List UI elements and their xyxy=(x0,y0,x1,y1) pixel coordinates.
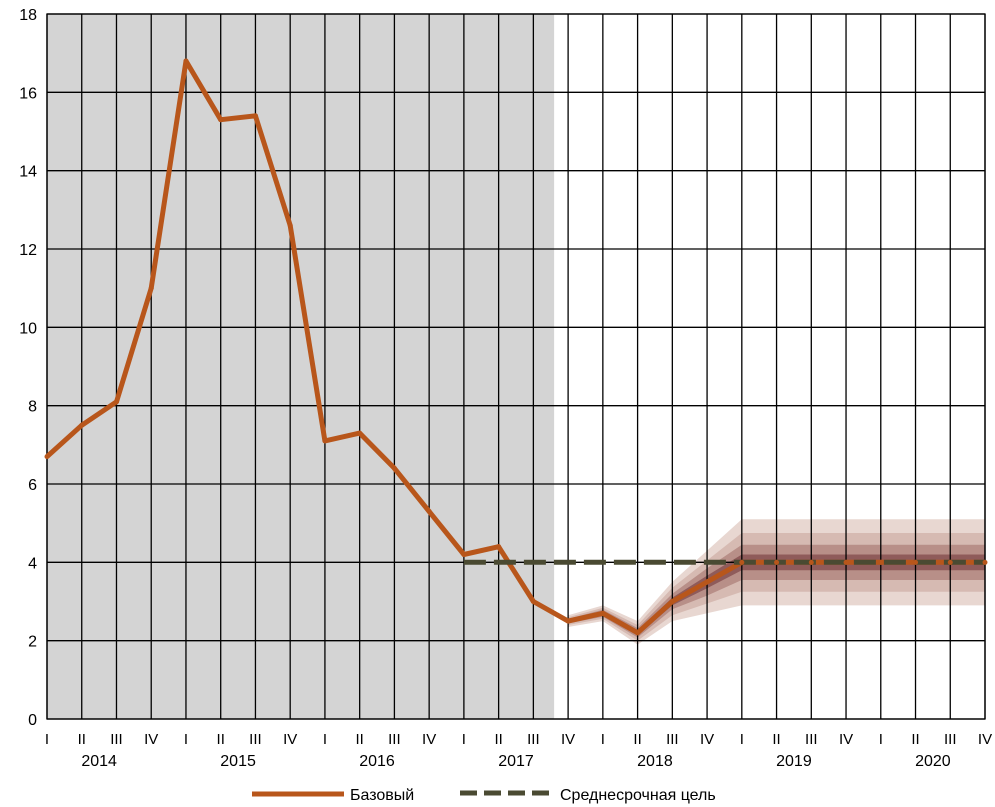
x-tick-quarter-label: II xyxy=(78,731,86,748)
x-tick-quarter-label: I xyxy=(323,731,327,748)
x-tick-year-label: 2015 xyxy=(220,753,256,770)
x-tick-quarter-label: IV xyxy=(700,731,714,748)
data-point-base xyxy=(982,559,988,565)
y-tick-label: 4 xyxy=(28,555,37,572)
y-axis: 0 2 4 6 8 10 12 14 16 18 xyxy=(19,7,37,729)
y-tick-label: 14 xyxy=(19,164,37,181)
data-point-base xyxy=(808,559,814,565)
plot-border xyxy=(46,13,986,720)
data-point-base xyxy=(113,399,119,405)
x-axis: I II III IV I II III IV I II III IV I II III IV I II III IV… xyxy=(45,731,992,770)
x-tick-quarter-label: IV xyxy=(978,731,992,748)
legend: Базовый Среднесрочная цель xyxy=(252,787,716,804)
x-tick-quarter-label: III xyxy=(527,731,540,748)
x-tick-year-label: 2020 xyxy=(915,753,951,770)
data-point-base xyxy=(704,579,710,585)
x-tick-quarter-label: I xyxy=(601,731,605,748)
y-tick-label: 12 xyxy=(19,242,37,259)
x-tick-quarter-label: III xyxy=(110,731,123,748)
x-tick-quarter-label: III xyxy=(944,731,957,748)
legend-label-base: Базовый xyxy=(350,787,414,804)
y-tick-label: 2 xyxy=(28,634,37,651)
data-point-base xyxy=(739,559,745,565)
data-point-base xyxy=(878,559,884,565)
y-tick-label: 16 xyxy=(19,85,37,102)
y-tick-label: 10 xyxy=(19,320,37,337)
data-point-base xyxy=(252,113,258,119)
x-tick-year-label: 2018 xyxy=(637,753,673,770)
x-tick-quarter-label: IV xyxy=(839,731,853,748)
data-point-base xyxy=(913,559,919,565)
data-point-base xyxy=(461,552,467,557)
y-tick-label: 8 xyxy=(28,399,37,416)
data-point-base xyxy=(148,285,154,291)
data-point-base xyxy=(600,610,606,616)
data-point-base xyxy=(79,422,85,428)
x-tick-quarter-label: III xyxy=(805,731,818,748)
y-tick-label: 6 xyxy=(28,477,37,494)
data-point-base xyxy=(669,599,675,604)
history-shaded-region xyxy=(47,14,555,719)
data-point-base xyxy=(287,223,293,228)
y-tick-label: 0 xyxy=(28,712,37,729)
data-point-base xyxy=(322,438,328,444)
x-tick-quarter-label: III xyxy=(249,731,262,748)
data-point-base xyxy=(357,430,363,436)
x-tick-quarter-label: II xyxy=(217,731,225,748)
x-tick-quarter-label: II xyxy=(494,731,502,748)
x-tick-quarter-label: III xyxy=(388,731,401,748)
data-point-base xyxy=(947,559,953,565)
x-tick-quarter-label: III xyxy=(666,731,679,748)
x-tick-quarter-label: II xyxy=(633,731,641,748)
x-tick-quarter-label: IV xyxy=(422,731,436,748)
x-tick-quarter-label: II xyxy=(772,731,780,748)
data-point-base xyxy=(496,544,502,550)
x-tick-year-label: 2014 xyxy=(81,753,117,770)
data-point-base xyxy=(44,454,50,460)
x-tick-year-label: 2016 xyxy=(359,753,395,770)
data-point-base xyxy=(183,58,189,64)
x-tick-quarter-label: I xyxy=(879,731,883,748)
history-shading-layer xyxy=(47,14,555,719)
x-tick-quarter-label: IV xyxy=(561,731,575,748)
data-point-base xyxy=(565,618,571,624)
x-tick-year-label: 2017 xyxy=(498,753,534,770)
x-tick-quarter-label: II xyxy=(911,731,919,748)
data-point-base xyxy=(774,559,780,565)
y-tick-label: 18 xyxy=(19,7,37,24)
data-point-base xyxy=(530,599,536,604)
x-tick-quarter-label: I xyxy=(740,731,744,748)
data-point-base xyxy=(843,559,849,565)
x-tick-quarter-label: II xyxy=(355,731,363,748)
x-tick-quarter-label: IV xyxy=(144,731,158,748)
x-tick-quarter-label: I xyxy=(184,731,188,748)
x-tick-quarter-label: I xyxy=(45,731,49,748)
legend-label-target: Среднесрочная цель xyxy=(560,787,716,804)
x-tick-quarter-label: IV xyxy=(283,731,297,748)
data-point-base xyxy=(218,117,224,123)
series-layer xyxy=(44,58,988,636)
x-tick-quarter-label: I xyxy=(462,731,466,748)
data-point-base xyxy=(635,630,641,636)
x-tick-year-label: 2019 xyxy=(776,753,812,770)
data-point-base xyxy=(426,508,432,514)
data-point-base xyxy=(391,465,397,471)
